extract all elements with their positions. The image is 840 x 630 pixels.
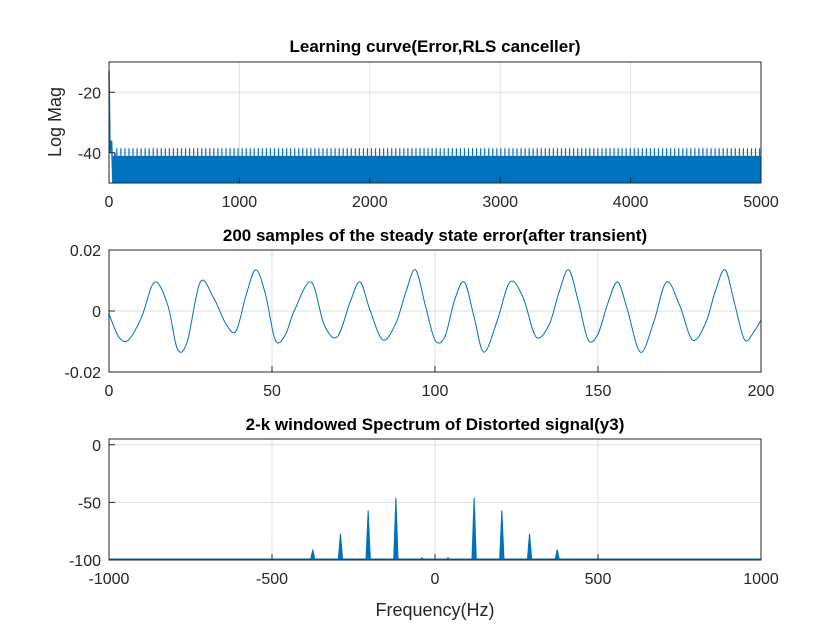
y-tick-label: -20 [78,85,101,102]
x-tick-label: 0 [105,194,114,211]
chart-title-3: 2-k windowed Spectrum of Distorted signa… [246,415,625,434]
y-ticks-1: -40 -20 [78,85,115,163]
x-tick-label: 150 [585,383,612,400]
y-ticks-2: -0.02 0 0.02 [65,243,115,382]
x-tick-label: -1000 [89,571,130,588]
y-tick-label: -0.02 [65,365,102,382]
x-tick-label: 200 [748,383,775,400]
steady-state-error-line [108,269,762,353]
chart-title-1: Learning curve(Error,RLS canceller) [290,37,581,56]
x-tick-label: 0 [105,383,114,400]
x-tick-label: 50 [263,383,281,400]
y-tick-label: -100 [69,553,101,570]
grid-3 [109,439,761,560]
x-tick-label: -500 [256,571,288,588]
y-tick-label: 0 [92,438,101,455]
x-tick-label: 4000 [613,194,649,211]
x-tick-label: 1000 [222,194,258,211]
series-learning-curve [108,71,762,184]
x-tick-label: 3000 [482,194,518,211]
x-tick-label: 100 [422,383,449,400]
x-axis-label-3: Frequency(Hz) [375,600,494,620]
grid-2 [109,250,761,372]
learning-curve-spikes [116,148,761,156]
x-ticks-2: 0 50 100 150 200 [105,366,775,400]
axes-border-1 [108,61,762,184]
y-tick-label: -40 [78,146,101,163]
y-tick-label: 0.02 [70,243,101,260]
y-ticks-3: -100 -50 0 [69,438,115,570]
y-tick-label: 0 [92,304,101,321]
x-ticks-3: -1000 -500 0 500 1000 [89,554,779,588]
subplot-spectrum: -1000 -500 0 500 1000 -100-500 2-k windowed … [69,415,779,620]
x-tick-label: 5000 [743,194,779,211]
chart-title-2: 200 samples of the steady state error(af… [223,226,647,245]
x-tick-label: 2000 [352,194,388,211]
learning-curve-dense-band [112,155,762,183]
x-tick-label: 0 [431,571,440,588]
y-axis-label-1: Log Mag [45,87,65,157]
series-steady-state-error [108,269,762,353]
y-tick-label: -50 [78,495,101,512]
x-tick-label: 1000 [743,571,779,588]
subplot-learning-curve: 0 1000 2000 3000 4000 5000 -40 -20 Learning cu… [45,37,779,211]
x-tick-label: 500 [585,571,612,588]
x-ticks-1: 0 1000 2000 3000 4000 5000 [105,177,779,211]
